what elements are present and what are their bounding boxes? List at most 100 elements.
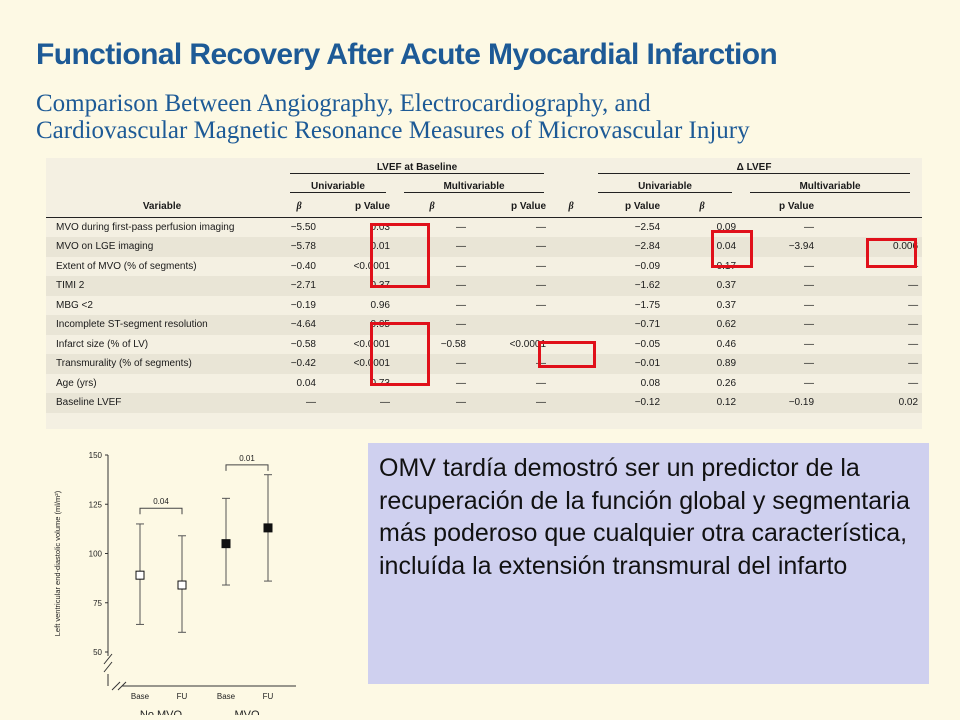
beta-cell: −2.54	[634, 221, 661, 233]
beta-cell: −0.42	[278, 354, 320, 374]
beta-cell: −0.05	[634, 338, 661, 350]
col-p-value: p Value	[779, 201, 815, 213]
edv-chart: 150 125 100 75 50 Left ventricular end-diasto…	[53, 451, 296, 715]
beta-cell: —	[456, 260, 466, 272]
p-value-cell: 0.09	[716, 221, 737, 233]
beta-cell: −0.09	[634, 260, 661, 272]
col-p-value: p Value	[354, 201, 390, 213]
p-value-cell: —	[536, 299, 547, 311]
p-value-cell	[818, 217, 922, 237]
gap-cell	[550, 257, 592, 277]
p-value-cell: 0.03	[370, 221, 390, 233]
header-empty	[46, 178, 278, 198]
beta-cell: −1.75	[634, 299, 661, 311]
no-mvo-mean-marker	[177, 580, 187, 590]
mvo-mean-marker	[221, 539, 231, 549]
p-value-cell: —	[536, 260, 547, 272]
row-variable: Extent of MVO (% of segments)	[56, 260, 197, 272]
col-beta: β	[699, 201, 705, 213]
table-row: Infarct size (% of LV) −0.58 <0.0001 −0.58 <…	[46, 335, 922, 355]
p-value-cell: 0.37	[716, 299, 737, 311]
beta-cell: —	[804, 338, 815, 350]
beta-cell: −1.62	[592, 276, 665, 296]
beta-cell: —	[456, 377, 466, 389]
y-tick-label: 150	[89, 451, 103, 460]
significance-label: 0.01	[239, 454, 255, 463]
y-tick-label: 100	[89, 550, 103, 559]
p-value-cell: 0.02	[818, 393, 923, 413]
gap-cell	[550, 374, 592, 394]
col-beta: β	[568, 201, 574, 213]
beta-cell: −0.01	[592, 354, 665, 374]
col-beta: β	[296, 201, 302, 213]
beta-cell: —	[740, 315, 819, 335]
axis-break-mark	[111, 681, 121, 691]
group-label: MVO	[234, 709, 260, 715]
beta-cell: −5.50	[290, 221, 316, 233]
p-value-cell: 0.26	[716, 377, 737, 389]
subheader-uni-1: Univariable	[278, 178, 394, 198]
significance-label: 0.04	[153, 497, 169, 506]
beta-cell: —	[394, 393, 470, 413]
subheader-uni-2: Univariable	[592, 178, 740, 198]
p-value-cell: —	[818, 276, 923, 296]
row-variable: MBG <2	[56, 299, 93, 311]
group2-label: Δ LVEF	[598, 162, 911, 174]
beta-cell: −3.94	[740, 237, 819, 257]
row-variable: Transmurality (% of segments)	[46, 354, 278, 374]
group1-label: LVEF at Baseline	[290, 162, 545, 174]
note-text: OMV tardía demostró ser un predictor de …	[379, 454, 910, 580]
table-row: Transmurality (% of segments) −0.42 <0.000…	[46, 354, 923, 374]
beta-cell: −4.64	[278, 315, 320, 335]
beta-cell: 0.04	[296, 377, 316, 389]
axis-break-mark	[117, 681, 127, 691]
sub-uni-label: Univariable	[598, 181, 733, 194]
sub-multi-label: Multivariable	[750, 181, 911, 194]
y-tick-label: 125	[89, 500, 103, 509]
table-row: Extent of MVO (% of segments) −0.40 <0.000…	[46, 257, 922, 277]
gap-cell	[550, 237, 593, 257]
col-beta: β	[429, 201, 435, 213]
table-row: MVO during first-pass perfusion imaging −…	[46, 217, 922, 237]
table-row: MBG <2 −0.19 0.96 — — −1.75 0.37 — —	[46, 296, 922, 316]
highlight-box	[711, 230, 753, 268]
p-value-cell: —	[470, 237, 551, 257]
p-value-cell: —	[818, 315, 923, 335]
y-tick-label: 50	[93, 648, 102, 657]
table-row: Age (yrs) 0.04 0.73— —0.08 0.26— —	[46, 374, 922, 394]
group-header-lvef-baseline: LVEF at Baseline	[278, 158, 550, 178]
beta-cell: —	[740, 354, 819, 374]
beta-cell: —	[456, 221, 466, 233]
gap-cell	[550, 296, 592, 316]
subtitle-line-1: Comparison Between Angiography, Electroc…	[36, 90, 651, 117]
highlight-box	[370, 322, 430, 386]
note-box: OMV tardía demostró ser un predictor de …	[368, 443, 929, 684]
header-gap	[550, 178, 592, 198]
row-variable: MVO on LGE imaging	[46, 237, 278, 257]
significance-bracket	[225, 464, 269, 471]
beta-cell: −0.12	[592, 393, 665, 413]
p-value-cell: 0.01	[320, 237, 394, 257]
p-value-cell: —	[470, 276, 551, 296]
beta-cell: —	[804, 260, 815, 272]
table-row: Baseline LVEF — — — — −0.12 0.12 −0.19 0.02	[46, 393, 923, 413]
table-row: MVO on LGE imaging −5.78 0.01— — −2.84 0.04 −3…	[46, 237, 923, 257]
gap-cell	[550, 217, 592, 237]
slide-subtitle: Comparison Between Angiography, Electroc…	[36, 90, 750, 144]
col-variable: Variable	[142, 201, 182, 213]
highlight-box	[538, 341, 596, 368]
p-value-cell: 0.006	[818, 237, 923, 257]
p-value-cell: —	[470, 393, 551, 413]
results-table: LVEF at Baseline Δ LVEF Univariable Mult…	[46, 158, 923, 429]
p-value-cell: 0.12	[664, 393, 741, 413]
x-tick-label: Base	[131, 692, 150, 701]
beta-cell: —	[278, 393, 320, 413]
beta-cell: −0.71	[592, 315, 665, 335]
x-tick-label: FU	[177, 692, 188, 701]
mvo-mean-marker	[263, 523, 273, 533]
p-value-cell: —	[908, 377, 919, 389]
p-value-cell: <0.0001	[509, 338, 547, 350]
header-empty	[46, 158, 278, 178]
p-value-cell: —	[908, 338, 919, 350]
x-tick-label: Base	[217, 692, 236, 701]
